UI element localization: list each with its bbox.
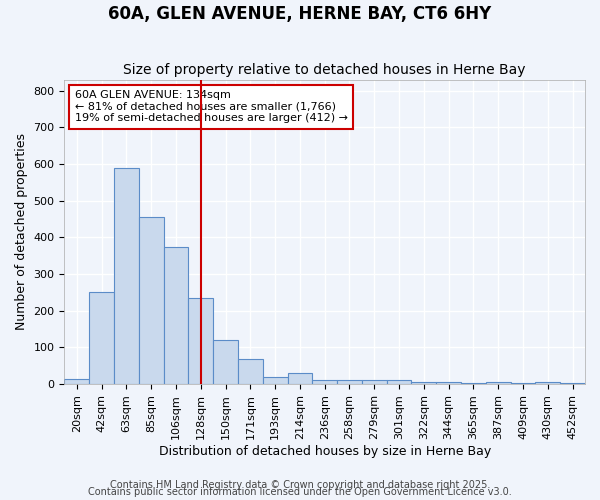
Bar xyxy=(238,359,263,384)
Bar xyxy=(535,382,560,384)
Y-axis label: Number of detached properties: Number of detached properties xyxy=(15,134,28,330)
Bar xyxy=(412,382,436,384)
Bar xyxy=(461,383,486,384)
Bar xyxy=(511,383,535,384)
Text: 60A, GLEN AVENUE, HERNE BAY, CT6 6HY: 60A, GLEN AVENUE, HERNE BAY, CT6 6HY xyxy=(109,5,491,23)
Bar xyxy=(337,380,362,384)
Text: Contains public sector information licensed under the Open Government Licence v3: Contains public sector information licen… xyxy=(88,487,512,497)
Bar xyxy=(313,380,337,384)
Bar xyxy=(436,382,461,384)
Bar xyxy=(188,298,213,384)
Bar xyxy=(263,377,287,384)
Bar xyxy=(287,373,313,384)
Text: Contains HM Land Registry data © Crown copyright and database right 2025.: Contains HM Land Registry data © Crown c… xyxy=(110,480,490,490)
X-axis label: Distribution of detached houses by size in Herne Bay: Distribution of detached houses by size … xyxy=(158,444,491,458)
Text: 60A GLEN AVENUE: 134sqm
← 81% of detached houses are smaller (1,766)
19% of semi: 60A GLEN AVENUE: 134sqm ← 81% of detache… xyxy=(75,90,348,124)
Bar xyxy=(114,168,139,384)
Bar xyxy=(213,340,238,384)
Bar xyxy=(386,380,412,384)
Bar xyxy=(89,292,114,384)
Title: Size of property relative to detached houses in Herne Bay: Size of property relative to detached ho… xyxy=(124,63,526,77)
Bar xyxy=(362,380,386,384)
Bar xyxy=(139,217,164,384)
Bar xyxy=(560,383,585,384)
Bar xyxy=(64,378,89,384)
Bar xyxy=(486,382,511,384)
Bar xyxy=(164,246,188,384)
